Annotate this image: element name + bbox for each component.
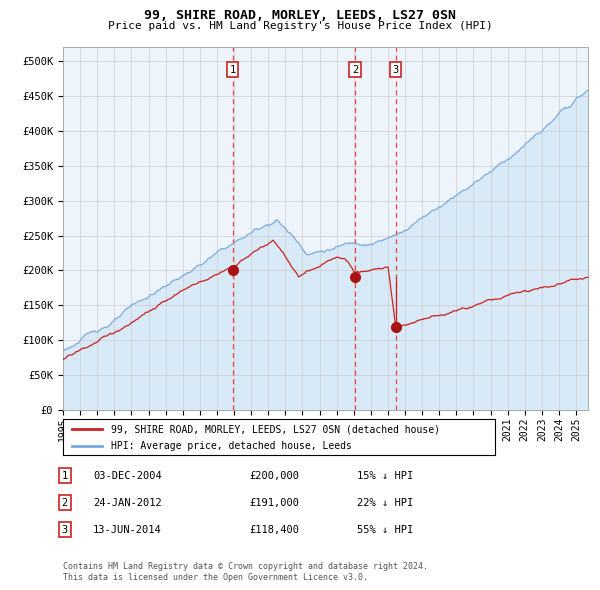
Text: Contains HM Land Registry data © Crown copyright and database right 2024.: Contains HM Land Registry data © Crown c… [63, 562, 428, 571]
Text: 99, SHIRE ROAD, MORLEY, LEEDS, LS27 0SN: 99, SHIRE ROAD, MORLEY, LEEDS, LS27 0SN [144, 9, 456, 22]
Text: HPI: Average price, detached house, Leeds: HPI: Average price, detached house, Leed… [110, 441, 352, 451]
Text: 2: 2 [62, 498, 68, 507]
Text: £191,000: £191,000 [249, 498, 299, 507]
Text: 2: 2 [352, 64, 358, 74]
Text: 55% ↓ HPI: 55% ↓ HPI [357, 525, 413, 535]
Text: 1: 1 [62, 471, 68, 480]
Text: 3: 3 [62, 525, 68, 535]
Text: 99, SHIRE ROAD, MORLEY, LEEDS, LS27 0SN (detached house): 99, SHIRE ROAD, MORLEY, LEEDS, LS27 0SN … [110, 424, 440, 434]
Text: 22% ↓ HPI: 22% ↓ HPI [357, 498, 413, 507]
Text: 03-DEC-2004: 03-DEC-2004 [93, 471, 162, 480]
Text: This data is licensed under the Open Government Licence v3.0.: This data is licensed under the Open Gov… [63, 572, 368, 582]
Text: 3: 3 [392, 64, 399, 74]
Text: 1: 1 [230, 64, 236, 74]
Text: 15% ↓ HPI: 15% ↓ HPI [357, 471, 413, 480]
Text: £118,400: £118,400 [249, 525, 299, 535]
Text: Price paid vs. HM Land Registry's House Price Index (HPI): Price paid vs. HM Land Registry's House … [107, 21, 493, 31]
Text: £200,000: £200,000 [249, 471, 299, 480]
Text: 13-JUN-2014: 13-JUN-2014 [93, 525, 162, 535]
Text: 24-JAN-2012: 24-JAN-2012 [93, 498, 162, 507]
